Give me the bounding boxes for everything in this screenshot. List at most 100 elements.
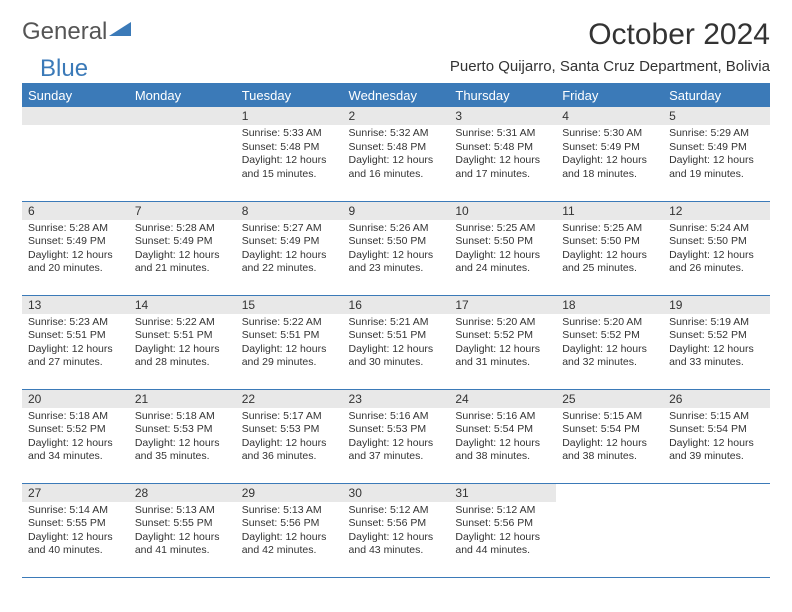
day-details: Sunrise: 5:13 AMSunset: 5:56 PMDaylight:… [236, 502, 343, 563]
day-details: Sunrise: 5:16 AMSunset: 5:53 PMDaylight:… [343, 408, 450, 469]
calendar-day-cell: 23Sunrise: 5:16 AMSunset: 5:53 PMDayligh… [343, 389, 450, 483]
location-text: Puerto Quijarro, Santa Cruz Department, … [450, 58, 770, 75]
day-details: Sunrise: 5:20 AMSunset: 5:52 PMDaylight:… [556, 314, 663, 375]
calendar-day-cell: 4Sunrise: 5:30 AMSunset: 5:49 PMDaylight… [556, 107, 663, 201]
calendar-day-cell: 31Sunrise: 5:12 AMSunset: 5:56 PMDayligh… [449, 483, 556, 577]
day-number: 23 [343, 390, 450, 408]
calendar-day-cell: 2Sunrise: 5:32 AMSunset: 5:48 PMDaylight… [343, 107, 450, 201]
day-number: 19 [663, 296, 770, 314]
day-number: 31 [449, 484, 556, 502]
day-details: Sunrise: 5:15 AMSunset: 5:54 PMDaylight:… [556, 408, 663, 469]
day-details: Sunrise: 5:22 AMSunset: 5:51 PMDaylight:… [129, 314, 236, 375]
day-details: Sunrise: 5:18 AMSunset: 5:52 PMDaylight:… [22, 408, 129, 469]
day-details: Sunrise: 5:12 AMSunset: 5:56 PMDaylight:… [343, 502, 450, 563]
day-number: 5 [663, 107, 770, 125]
calendar-day-cell: 9Sunrise: 5:26 AMSunset: 5:50 PMDaylight… [343, 201, 450, 295]
day-number: 1 [236, 107, 343, 125]
calendar-day-cell: 29Sunrise: 5:13 AMSunset: 5:56 PMDayligh… [236, 483, 343, 577]
day-details: Sunrise: 5:28 AMSunset: 5:49 PMDaylight:… [22, 220, 129, 281]
calendar-day-cell: 12Sunrise: 5:24 AMSunset: 5:50 PMDayligh… [663, 201, 770, 295]
day-number: 24 [449, 390, 556, 408]
calendar-day-cell: 8Sunrise: 5:27 AMSunset: 5:49 PMDaylight… [236, 201, 343, 295]
calendar-day-cell: 16Sunrise: 5:21 AMSunset: 5:51 PMDayligh… [343, 295, 450, 389]
day-number: 7 [129, 202, 236, 220]
day-details: Sunrise: 5:32 AMSunset: 5:48 PMDaylight:… [343, 125, 450, 186]
calendar-day-cell: 22Sunrise: 5:17 AMSunset: 5:53 PMDayligh… [236, 389, 343, 483]
day-number: 20 [22, 390, 129, 408]
day-number: 22 [236, 390, 343, 408]
calendar-empty-cell [556, 483, 663, 577]
day-details: Sunrise: 5:25 AMSunset: 5:50 PMDaylight:… [449, 220, 556, 281]
calendar-day-cell: 18Sunrise: 5:20 AMSunset: 5:52 PMDayligh… [556, 295, 663, 389]
calendar-day-cell: 21Sunrise: 5:18 AMSunset: 5:53 PMDayligh… [129, 389, 236, 483]
calendar-day-cell: 19Sunrise: 5:19 AMSunset: 5:52 PMDayligh… [663, 295, 770, 389]
day-details: Sunrise: 5:26 AMSunset: 5:50 PMDaylight:… [343, 220, 450, 281]
day-details: Sunrise: 5:25 AMSunset: 5:50 PMDaylight:… [556, 220, 663, 281]
day-number: 15 [236, 296, 343, 314]
day-number: 4 [556, 107, 663, 125]
calendar-day-cell: 5Sunrise: 5:29 AMSunset: 5:49 PMDaylight… [663, 107, 770, 201]
brand-logo: General [22, 18, 131, 46]
day-number: 27 [22, 484, 129, 502]
day-number: 2 [343, 107, 450, 125]
day-number: 13 [22, 296, 129, 314]
weekday-header: Sunday [22, 84, 129, 108]
day-number: 17 [449, 296, 556, 314]
day-number: 29 [236, 484, 343, 502]
day-details: Sunrise: 5:21 AMSunset: 5:51 PMDaylight:… [343, 314, 450, 375]
weekday-header: Saturday [663, 84, 770, 108]
day-number: 8 [236, 202, 343, 220]
calendar-day-cell: 6Sunrise: 5:28 AMSunset: 5:49 PMDaylight… [22, 201, 129, 295]
calendar-day-cell: 20Sunrise: 5:18 AMSunset: 5:52 PMDayligh… [22, 389, 129, 483]
month-title: October 2024 [588, 18, 770, 52]
calendar-day-cell: 17Sunrise: 5:20 AMSunset: 5:52 PMDayligh… [449, 295, 556, 389]
day-details: Sunrise: 5:27 AMSunset: 5:49 PMDaylight:… [236, 220, 343, 281]
day-number: 21 [129, 390, 236, 408]
day-number: 11 [556, 202, 663, 220]
calendar-day-cell: 24Sunrise: 5:16 AMSunset: 5:54 PMDayligh… [449, 389, 556, 483]
day-number: 30 [343, 484, 450, 502]
logo-triangle-icon [109, 22, 131, 43]
empty-daynum-bar [22, 107, 129, 125]
calendar-day-cell: 30Sunrise: 5:12 AMSunset: 5:56 PMDayligh… [343, 483, 450, 577]
calendar-day-cell: 28Sunrise: 5:13 AMSunset: 5:55 PMDayligh… [129, 483, 236, 577]
day-details: Sunrise: 5:22 AMSunset: 5:51 PMDaylight:… [236, 314, 343, 375]
day-details: Sunrise: 5:18 AMSunset: 5:53 PMDaylight:… [129, 408, 236, 469]
day-details: Sunrise: 5:12 AMSunset: 5:56 PMDaylight:… [449, 502, 556, 563]
day-details: Sunrise: 5:13 AMSunset: 5:55 PMDaylight:… [129, 502, 236, 563]
day-number: 9 [343, 202, 450, 220]
day-number: 25 [556, 390, 663, 408]
calendar-day-cell: 3Sunrise: 5:31 AMSunset: 5:48 PMDaylight… [449, 107, 556, 201]
calendar-day-cell: 13Sunrise: 5:23 AMSunset: 5:51 PMDayligh… [22, 295, 129, 389]
calendar-day-cell: 11Sunrise: 5:25 AMSunset: 5:50 PMDayligh… [556, 201, 663, 295]
weekday-header: Wednesday [343, 84, 450, 108]
day-details: Sunrise: 5:23 AMSunset: 5:51 PMDaylight:… [22, 314, 129, 375]
weekday-header: Tuesday [236, 84, 343, 108]
day-details: Sunrise: 5:19 AMSunset: 5:52 PMDaylight:… [663, 314, 770, 375]
calendar-day-cell: 27Sunrise: 5:14 AMSunset: 5:55 PMDayligh… [22, 483, 129, 577]
day-number: 26 [663, 390, 770, 408]
day-details: Sunrise: 5:28 AMSunset: 5:49 PMDaylight:… [129, 220, 236, 281]
day-details: Sunrise: 5:31 AMSunset: 5:48 PMDaylight:… [449, 125, 556, 186]
day-number: 3 [449, 107, 556, 125]
day-details: Sunrise: 5:24 AMSunset: 5:50 PMDaylight:… [663, 220, 770, 281]
calendar-day-cell: 14Sunrise: 5:22 AMSunset: 5:51 PMDayligh… [129, 295, 236, 389]
calendar-empty-cell [663, 483, 770, 577]
calendar-day-cell: 25Sunrise: 5:15 AMSunset: 5:54 PMDayligh… [556, 389, 663, 483]
brand-part1: General [22, 18, 107, 46]
calendar-day-cell: 26Sunrise: 5:15 AMSunset: 5:54 PMDayligh… [663, 389, 770, 483]
day-number: 14 [129, 296, 236, 314]
day-number: 18 [556, 296, 663, 314]
calendar-day-cell: 7Sunrise: 5:28 AMSunset: 5:49 PMDaylight… [129, 201, 236, 295]
day-number: 12 [663, 202, 770, 220]
calendar-empty-cell [129, 107, 236, 201]
day-details: Sunrise: 5:29 AMSunset: 5:49 PMDaylight:… [663, 125, 770, 186]
day-number: 10 [449, 202, 556, 220]
weekday-header: Friday [556, 84, 663, 108]
calendar-day-cell: 10Sunrise: 5:25 AMSunset: 5:50 PMDayligh… [449, 201, 556, 295]
brand-part2: Blue [40, 55, 88, 83]
calendar-table: SundayMondayTuesdayWednesdayThursdayFrid… [22, 83, 770, 578]
calendar-empty-cell [22, 107, 129, 201]
day-details: Sunrise: 5:17 AMSunset: 5:53 PMDaylight:… [236, 408, 343, 469]
day-details: Sunrise: 5:33 AMSunset: 5:48 PMDaylight:… [236, 125, 343, 186]
